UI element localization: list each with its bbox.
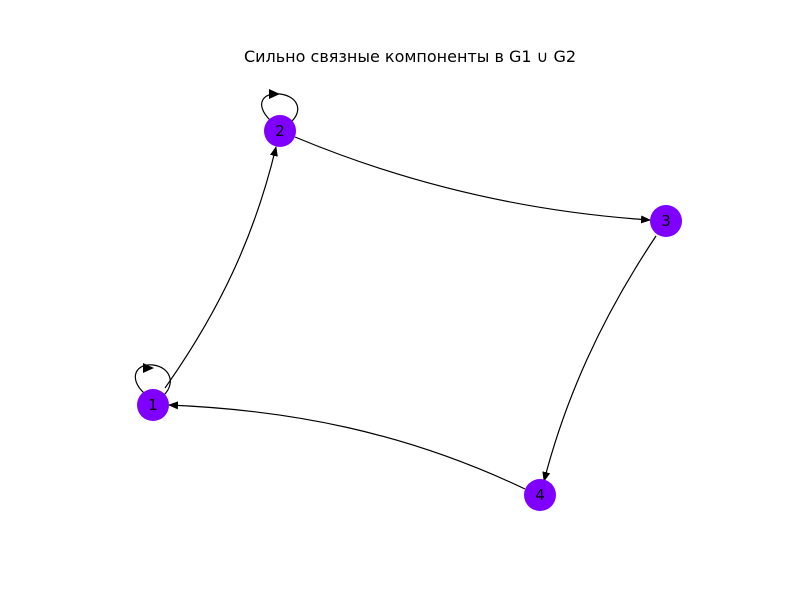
edge-1-1	[134, 364, 171, 396]
node-4-circle	[524, 479, 556, 511]
node-3-circle	[650, 205, 682, 237]
edge-2-3	[294, 136, 651, 224]
node-4-label: 4	[535, 486, 545, 504]
edge-3-4	[542, 235, 657, 482]
node-1-circle	[137, 389, 169, 421]
edge-2-2-arrow	[269, 89, 280, 99]
node-2-circle	[264, 115, 296, 147]
node-1-label: 1	[148, 396, 158, 414]
edge-1-1-arrow	[143, 363, 154, 373]
node-3[interactable]: 3	[650, 205, 682, 237]
edge-1-2	[164, 146, 278, 389]
edge-4-1	[168, 401, 526, 490]
node-4[interactable]: 4	[524, 479, 556, 511]
figure-title: Сильно связные компоненты в G1 ∪ G2	[243, 47, 577, 66]
node-2[interactable]: 2	[264, 115, 296, 147]
node-1[interactable]: 1	[137, 389, 169, 421]
node-3-label: 3	[661, 212, 671, 230]
node-2-label: 2	[275, 122, 285, 140]
